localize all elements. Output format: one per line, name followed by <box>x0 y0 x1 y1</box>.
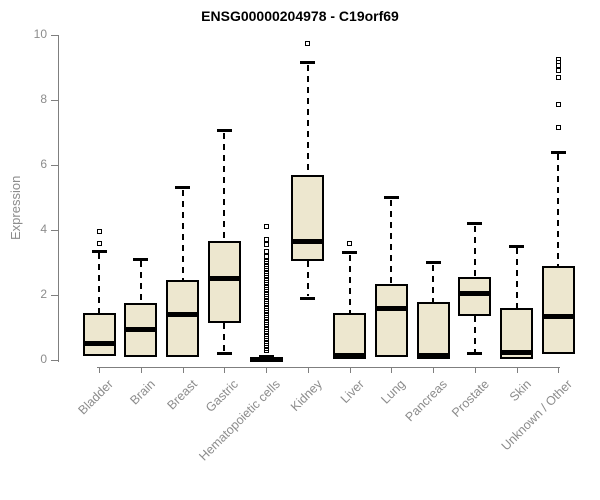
upper-whisker-cap <box>425 261 441 264</box>
box-skin <box>500 308 533 359</box>
outlier-point <box>555 68 561 74</box>
x-tick <box>182 367 184 373</box>
outlier-point <box>555 102 561 108</box>
outlier-point <box>555 125 561 131</box>
y-tick <box>51 295 58 296</box>
upper-whisker-cap <box>383 196 399 199</box>
outlier-point <box>96 240 102 246</box>
box-lung <box>374 283 408 358</box>
box-breast <box>166 280 199 357</box>
x-tick <box>516 367 518 373</box>
upper-whisker-cap <box>467 222 483 225</box>
x-tick <box>558 367 560 373</box>
outlier-point <box>305 40 311 46</box>
upper-whisker <box>98 253 100 313</box>
y-tick-label: 2 <box>40 287 47 301</box>
outlier-point <box>263 242 269 248</box>
upper-whisker <box>139 261 142 304</box>
box-kidney <box>291 174 325 261</box>
upper-whisker-cap <box>342 251 357 255</box>
lower-whisker <box>223 322 226 352</box>
y-tick-label: 6 <box>40 157 47 171</box>
median-line <box>249 356 283 362</box>
median-line <box>333 352 366 358</box>
upper-whisker <box>306 64 309 175</box>
upper-whisker <box>557 154 560 266</box>
outlier-point <box>555 74 561 80</box>
lower-whisker-cap <box>300 296 316 300</box>
lower-whisker <box>306 260 309 297</box>
upper-whisker <box>515 248 518 308</box>
median-line <box>458 290 492 296</box>
median-line <box>207 276 241 282</box>
median-line <box>500 350 533 356</box>
outlier-point <box>263 237 269 243</box>
y-tick <box>51 100 58 101</box>
box-bladder <box>82 312 116 357</box>
x-tick <box>266 367 267 373</box>
outlier-point <box>263 224 269 230</box>
x-tick <box>307 367 309 373</box>
box-pancreas <box>416 301 450 360</box>
y-axis-line <box>58 35 59 362</box>
upper-whisker-cap <box>91 249 107 253</box>
outlier-point <box>347 240 352 246</box>
y-tick-label: 0 <box>40 352 47 366</box>
upper-whisker-cap <box>300 61 316 65</box>
box-gastric <box>207 241 241 323</box>
outlier-point <box>555 63 561 69</box>
box-prostate <box>458 277 492 317</box>
median-line <box>124 326 158 332</box>
y-tick-label: 8 <box>40 92 47 106</box>
y-tick-label: 4 <box>40 222 47 236</box>
chart-title: ENSG00000204978 - C19orf69 <box>201 8 399 24</box>
median-line <box>291 238 325 244</box>
upper-whisker-cap <box>216 129 232 133</box>
upper-whisker-cap <box>550 150 566 154</box>
upper-whisker <box>223 132 226 242</box>
y-tick-label: 10 <box>33 27 47 41</box>
median-line <box>541 313 575 319</box>
upper-whisker <box>473 225 476 278</box>
x-tick <box>99 367 100 373</box>
x-tick <box>140 367 142 373</box>
x-tick <box>349 367 351 373</box>
x-tick <box>224 367 226 373</box>
x-tick <box>474 367 476 373</box>
y-tick <box>51 230 58 231</box>
lower-whisker-cap <box>467 352 483 355</box>
median-line <box>166 312 199 317</box>
upper-whisker <box>348 254 351 313</box>
upper-whisker-cap <box>133 257 149 261</box>
outlier-point <box>96 229 102 235</box>
outlier-point <box>263 248 269 254</box>
box-unknown-other <box>541 265 575 355</box>
box-liver <box>333 312 366 360</box>
outlier-point <box>263 253 269 259</box>
median-line <box>416 352 450 358</box>
median-line <box>374 305 408 311</box>
y-tick <box>51 35 58 36</box>
x-tick <box>391 367 393 373</box>
upper-whisker <box>181 189 184 281</box>
y-tick <box>51 360 58 361</box>
upper-whisker-cap <box>509 244 524 248</box>
upper-whisker <box>390 199 393 284</box>
x-axis-line <box>97 367 561 368</box>
median-line <box>82 341 116 347</box>
x-tick <box>433 367 434 373</box>
y-tick <box>51 165 58 166</box>
upper-whisker-cap <box>175 186 190 190</box>
lower-whisker <box>473 316 476 352</box>
upper-whisker <box>432 264 434 302</box>
lower-whisker-cap <box>216 352 232 355</box>
